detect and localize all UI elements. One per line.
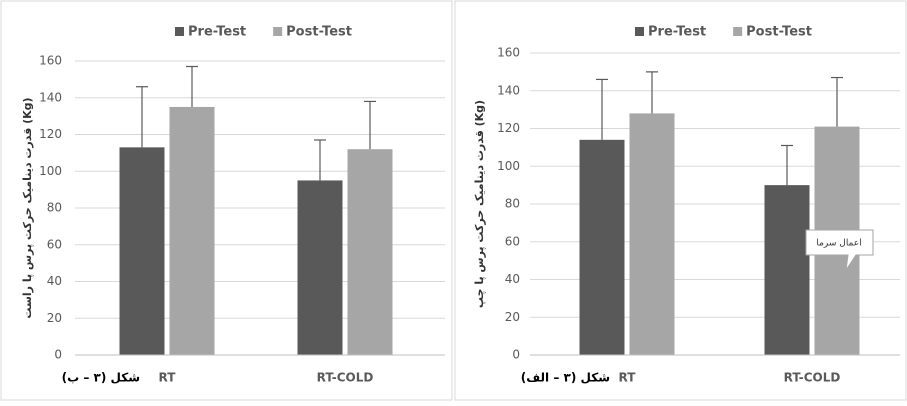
bar xyxy=(170,107,215,355)
bar xyxy=(348,149,393,355)
y-tick-label: 0 xyxy=(54,348,62,362)
bar xyxy=(120,147,165,355)
legend-swatch xyxy=(635,27,644,36)
legend-swatch xyxy=(733,27,742,36)
y-tick-label: 140 xyxy=(39,90,62,104)
legend-swatch xyxy=(273,27,282,36)
legend-label: Pre-Test xyxy=(648,25,706,40)
bar xyxy=(765,185,810,355)
y-tick-label: 160 xyxy=(497,46,520,60)
y-tick-label: 100 xyxy=(497,159,520,173)
y-tick-label: 40 xyxy=(47,274,62,288)
y-tick-label: 120 xyxy=(497,121,520,135)
annotation: اعمال سرما xyxy=(816,239,861,249)
x-tick-label: RT-COLD xyxy=(317,371,374,385)
y-tick-label: 60 xyxy=(47,237,62,251)
y-tick-label: 120 xyxy=(39,127,62,141)
bar xyxy=(298,180,343,355)
legend-label: Post-Test xyxy=(286,25,352,40)
y-tick-label: 0 xyxy=(512,348,520,362)
x-tick-label: RT xyxy=(619,371,637,385)
y-tick-label: 40 xyxy=(505,272,520,286)
legend-label: Post-Test xyxy=(746,25,812,40)
y-tick-label: 80 xyxy=(47,201,62,215)
x-tick-label: RT-COLD xyxy=(784,371,841,385)
y-tick-label: 100 xyxy=(39,164,62,178)
caption: شکل (۳ – الف) xyxy=(521,371,610,385)
caption: شکل (۳ – ب) xyxy=(62,371,140,385)
y-axis-label: قدرت دینامیک حرکت پرس پا چپ (Kg) xyxy=(473,100,486,308)
y-tick-label: 60 xyxy=(505,234,520,248)
bar xyxy=(630,113,675,355)
x-tick-label: RT xyxy=(159,371,177,385)
y-tick-label: 80 xyxy=(505,197,520,211)
y-tick-label: 160 xyxy=(39,54,62,68)
y-axis-label: قدرت دینامیک حرکت پرس پا راست (Kg) xyxy=(21,97,34,318)
legend-label: Pre-Test xyxy=(188,25,246,40)
y-tick-label: 20 xyxy=(505,310,520,324)
figure: 0 20 40 60 80 100 120 140 160 قدرت دینامیک حرکت پ… xyxy=(0,0,907,402)
legend-swatch xyxy=(175,27,184,36)
y-tick-label: 140 xyxy=(497,83,520,97)
y-tick-label: 20 xyxy=(47,311,62,325)
bar xyxy=(580,140,625,355)
